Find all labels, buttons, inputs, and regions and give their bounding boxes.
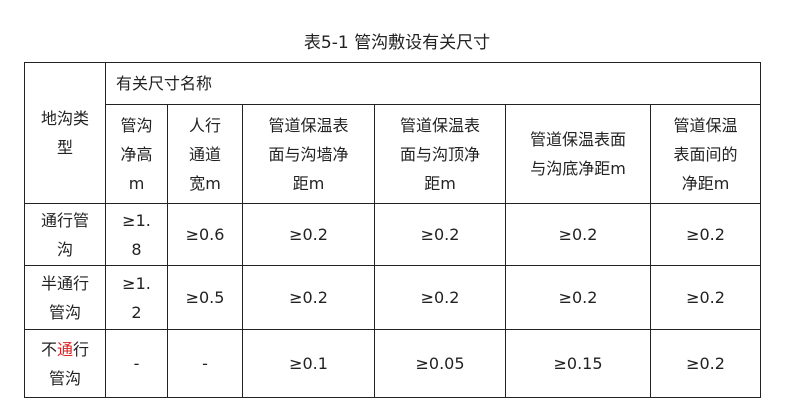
column-header: 管道保温表面 与沟底净距m [505, 104, 651, 204]
table-row: 不通行 管沟 - - ≥0.1 ≥0.05 ≥0.15 ≥0.2 [24, 329, 761, 398]
cell: ≥0.2 [505, 203, 651, 266]
column-header: 管道保温表 面与沟顶净 距m [374, 104, 506, 204]
cell: ≥0.1 [242, 329, 375, 398]
cell: ≥1. 8 [105, 203, 168, 266]
type-part: 行 管沟 [48, 339, 90, 388]
row-header: 地沟类 型 [24, 62, 106, 204]
cell: - [167, 329, 243, 398]
trench-type: 通行管 沟 [24, 203, 106, 266]
cell: ≥0.5 [167, 265, 243, 330]
column-header: 管道保温 表面间的 净距m [650, 104, 761, 204]
cell: ≥0.6 [167, 203, 243, 266]
type-part: 不 [40, 339, 57, 359]
table-row: 通行管 沟 ≥1. 8 ≥0.6 ≥0.2 ≥0.2 ≥0.2 ≥0.2 [24, 203, 761, 266]
cell: ≥1. 2 [105, 265, 168, 330]
cell: ≥0.2 [650, 203, 761, 266]
column-header: 管沟 净高 m [105, 104, 168, 204]
column-header: 人行 通道 宽m [167, 104, 243, 204]
column-header: 管道保温表 面与沟墙净 距m [242, 104, 375, 204]
trench-dimensions-table: 地沟类 型 有关尺寸名称 管沟 净高 m 人行 通道 宽m 管道保温表 面与沟墙… [24, 62, 761, 398]
cell: ≥0.2 [374, 203, 506, 266]
cell: ≥0.2 [505, 265, 651, 330]
cell: ≥0.2 [650, 265, 761, 330]
cell: ≥0.2 [374, 265, 506, 330]
table-title: 表5-1 管沟敷设有关尺寸 [303, 33, 491, 53]
cell: ≥0.15 [505, 329, 651, 398]
cell: ≥0.05 [374, 329, 506, 398]
trench-type: 半通行 管沟 [24, 265, 106, 330]
type-part-highlight: 通 [56, 339, 73, 359]
cell: ≥0.2 [242, 203, 375, 266]
cell: - [105, 329, 168, 398]
table-row: 半通行 管沟 ≥1. 2 ≥0.5 ≥0.2 ≥0.2 ≥0.2 ≥0.2 [24, 265, 761, 330]
cell: ≥0.2 [650, 329, 761, 398]
trench-type: 不通行 管沟 [24, 329, 106, 398]
group-header: 有关尺寸名称 [105, 62, 761, 105]
cell: ≥0.2 [242, 265, 375, 330]
